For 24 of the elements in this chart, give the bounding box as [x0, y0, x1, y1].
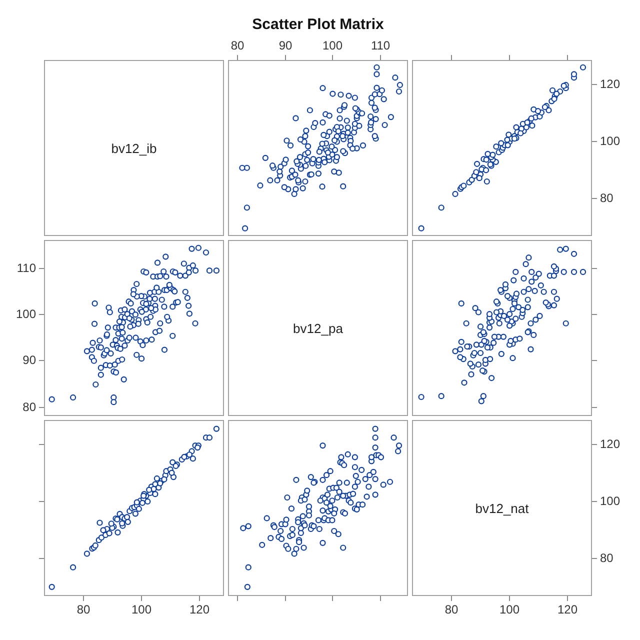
x-tick-label: 80	[444, 602, 458, 616]
x-tick-label: 90	[278, 38, 292, 52]
text: bv12_ib	[111, 140, 157, 156]
y-tick-label: 90	[22, 352, 36, 367]
x-tick-label: 100	[322, 38, 343, 52]
chart-title: Scatter Plot Matrix	[251, 16, 385, 33]
x-tick-label: 100	[131, 602, 152, 616]
y-tick-label: 100	[600, 134, 620, 148]
x-tick-label: 80	[76, 602, 90, 616]
y-tick-label: 120	[600, 76, 620, 91]
y-tick-label: 100	[16, 306, 36, 321]
y-tick-label: 80	[22, 400, 36, 414]
y-tick-label: 110	[16, 260, 36, 275]
x-tick-label: 80	[230, 38, 244, 52]
y-tick-label: 80	[600, 550, 614, 565]
y-tick-label: 100	[600, 494, 620, 508]
x-tick-label: 120	[189, 602, 210, 616]
annotation: bv12_nat	[475, 500, 529, 516]
x-tick-label: 100	[499, 602, 520, 616]
x-tick-label: 110	[370, 38, 390, 52]
y-tick-label: 80	[600, 190, 614, 205]
text: bv12_pa	[293, 320, 343, 336]
x-tick-label: 120	[557, 602, 578, 616]
y-tick-label: 120	[600, 436, 620, 451]
